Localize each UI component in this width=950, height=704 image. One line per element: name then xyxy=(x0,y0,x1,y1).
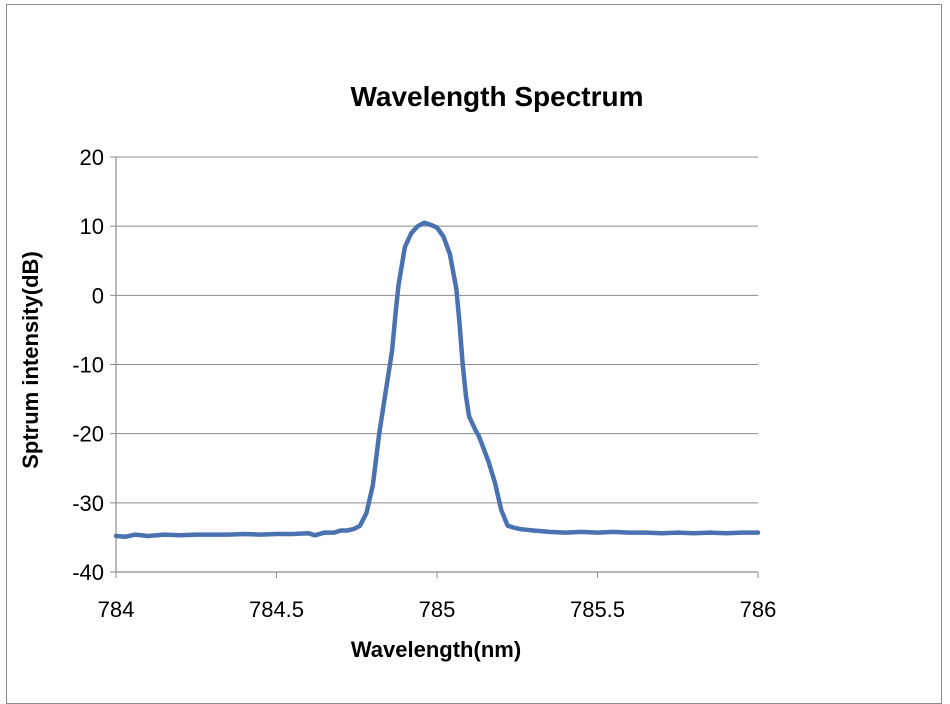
y-axis-title: Sptrum intensity(dB) xyxy=(18,251,43,469)
x-tick-label: 784.5 xyxy=(249,597,304,622)
y-tick-label: -20 xyxy=(72,422,104,447)
y-tick-label: -10 xyxy=(72,353,104,378)
x-tick-label: 784 xyxy=(98,597,135,622)
series-line xyxy=(113,220,761,539)
chart-title: Wavelength Spectrum xyxy=(350,81,643,112)
series-layer xyxy=(113,220,761,539)
y-tick-label: 10 xyxy=(80,214,104,239)
y-tick-label: 0 xyxy=(92,283,104,308)
x-axis-title: Wavelength(nm) xyxy=(351,637,521,662)
x-tick-label: 785.5 xyxy=(570,597,625,622)
gridlines xyxy=(116,156,758,504)
ticks: -40 -30 -20 -10 0 10 20 784 784.5 785 785.5 786 xyxy=(72,145,776,622)
chart-frame xyxy=(6,4,942,704)
x-tick-label: 786 xyxy=(740,597,777,622)
y-tick-label: 20 xyxy=(80,145,104,170)
y-tick-label: -40 xyxy=(72,560,104,585)
chart: Wavelength Spectrum -40 -30 -20 -10 0 10 20 784… xyxy=(18,81,776,662)
y-tick-label: -30 xyxy=(72,491,104,516)
x-tick-label: 785 xyxy=(419,597,456,622)
